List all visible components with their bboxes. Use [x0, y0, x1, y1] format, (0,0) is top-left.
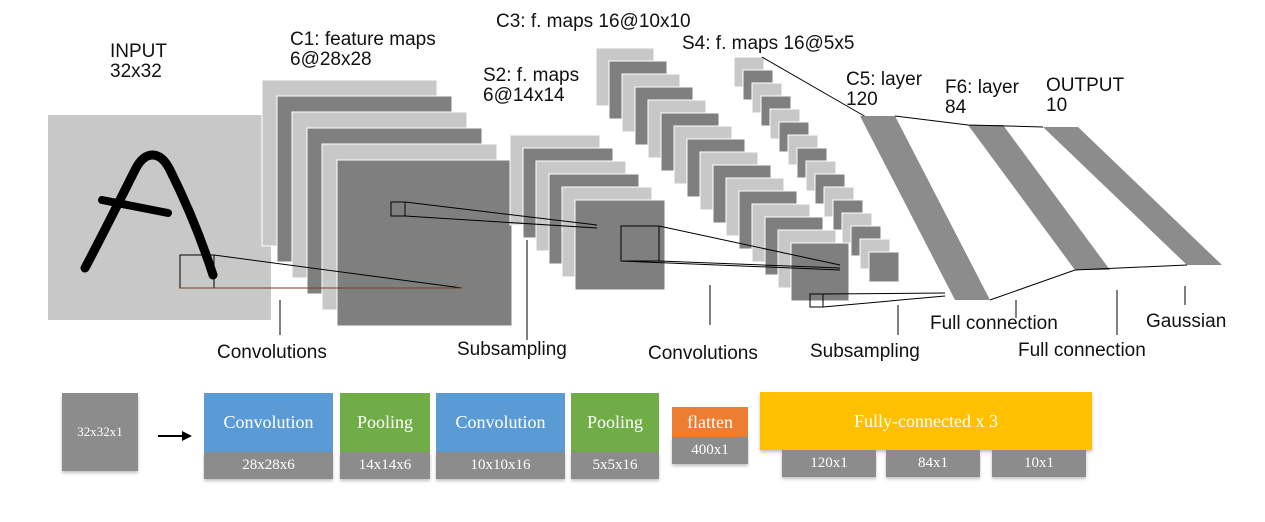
- fc-size-2: 84x1: [886, 450, 980, 477]
- letter-a-glyph: [80, 150, 218, 280]
- pipeline-input-block: 32x32x1: [62, 393, 138, 471]
- op-subsampling-1: Subsampling: [457, 339, 567, 360]
- s4-title: S4: f. maps 16@5x5: [682, 33, 855, 54]
- input-size: 32x32: [110, 61, 162, 82]
- op-convolutions-2: Convolutions: [648, 343, 758, 364]
- op-subsampling-2: Subsampling: [810, 341, 920, 362]
- fc-label: Fully-connected x 3: [760, 392, 1092, 450]
- f6-size: 84: [945, 97, 967, 118]
- c1-label: C1: feature maps 6@28x28: [290, 30, 436, 70]
- c1-title: C1: feature maps: [290, 29, 436, 50]
- s2-size: 6@14x14: [483, 85, 565, 106]
- op-convolutions-1: Convolutions: [217, 342, 327, 363]
- c5-title: C5: layer: [846, 69, 923, 90]
- c5-label: C5: layer 120: [846, 70, 922, 110]
- c5-size: 120: [846, 89, 878, 110]
- s4-feature-maps: [733, 56, 900, 283]
- projection-lines: [179, 56, 946, 308]
- input-image: [48, 115, 271, 320]
- s2-feature-maps-map-6: [574, 199, 666, 291]
- c3-feature-maps-map-16: [790, 242, 850, 302]
- block-size: 10x10x16: [436, 452, 565, 479]
- letter-a-crossbar: [98, 196, 172, 217]
- output-title: OUTPUT: [1046, 75, 1125, 96]
- pipeline-block-flatten: flatten 400x1: [672, 407, 748, 464]
- op-full-connection-1: Full connection: [930, 313, 1058, 334]
- s4-feature-maps-map-16: [868, 251, 900, 283]
- c3-title: C3: f. maps 16@10x10: [496, 11, 691, 32]
- output-size: 10: [1046, 95, 1068, 116]
- f6-label: F6: layer 84: [945, 78, 1019, 118]
- block-size: 400x1: [672, 437, 748, 464]
- fc-size-3: 10x1: [992, 450, 1086, 477]
- f6-band: [968, 125, 1110, 270]
- fully-connected-bands: [860, 115, 1222, 301]
- s2-label: S2: f. maps 6@14x14: [483, 66, 579, 106]
- block-label: Pooling: [571, 393, 659, 452]
- fc-size-1: 120x1: [782, 450, 876, 477]
- block-size: 14x14x6: [340, 452, 430, 479]
- pipeline-block-pool2: Pooling 5x5x16: [571, 393, 659, 479]
- s2-feature-maps: [509, 134, 666, 291]
- c3-feature-maps: [595, 47, 850, 302]
- pipeline-block-fc: Fully-connected x 3: [760, 392, 1092, 450]
- f6-title: F6: layer: [945, 77, 1019, 98]
- op-gaussian: Gaussian: [1146, 311, 1227, 332]
- pipeline-block-conv1: Convolution 28x28x6: [204, 393, 333, 479]
- c1-size: 6@28x28: [290, 49, 372, 70]
- s2-title: S2: f. maps: [483, 65, 580, 86]
- block-label: Pooling: [340, 393, 430, 452]
- c5-band: [860, 116, 990, 300]
- output-band: [1043, 127, 1222, 265]
- pipeline-block-conv2: Convolution 10x10x16: [436, 393, 565, 479]
- input-title: INPUT: [110, 41, 167, 62]
- c1-feature-maps: [261, 79, 513, 327]
- block-size: 5x5x16: [571, 452, 659, 479]
- pipeline-block-pool1: Pooling 14x14x6: [340, 393, 430, 479]
- arrow-right-icon: [158, 431, 192, 441]
- output-label: OUTPUT 10: [1046, 76, 1124, 116]
- op-full-connection-2: Full connection: [1018, 340, 1146, 361]
- operation-ticks: [279, 240, 1186, 340]
- block-label: flatten: [672, 407, 748, 437]
- block-size: 28x28x6: [204, 452, 333, 479]
- block-label: Convolution: [204, 393, 333, 452]
- block-label: Convolution: [436, 393, 565, 452]
- input-label: INPUT 32x32: [110, 42, 167, 82]
- c1-feature-maps-map-6: [336, 159, 513, 327]
